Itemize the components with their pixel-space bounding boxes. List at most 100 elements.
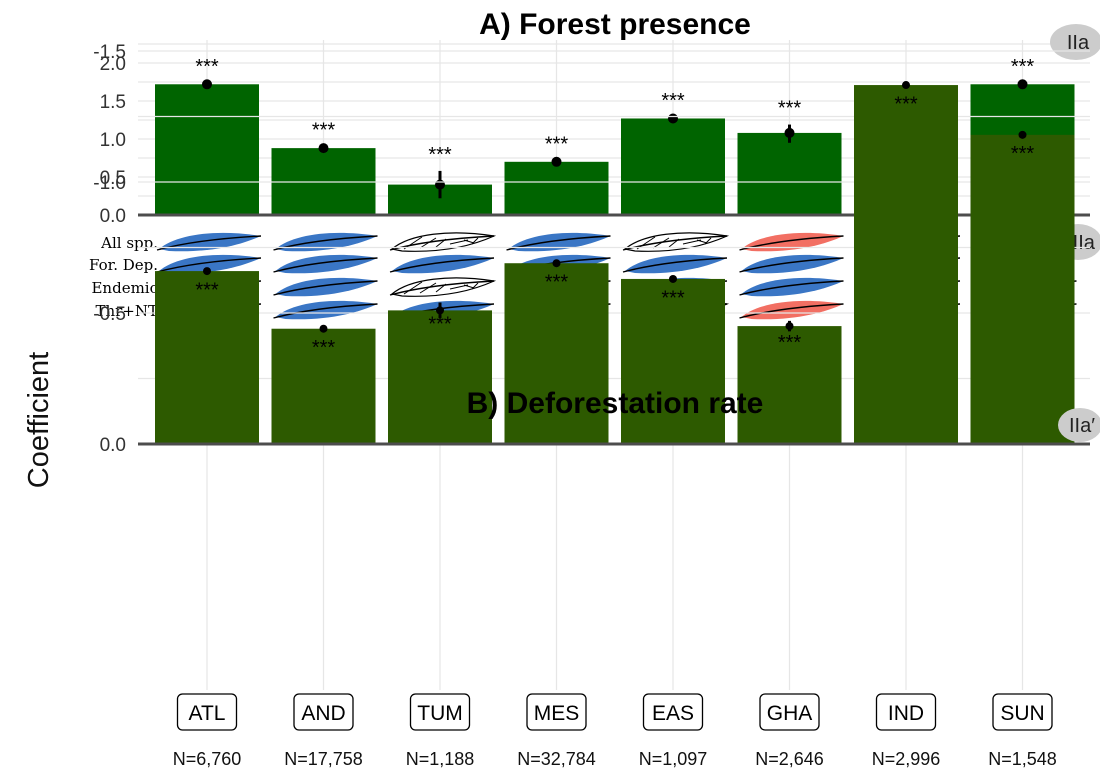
- significance-label: ***: [661, 90, 685, 112]
- sample-size-label: N=1,097: [639, 749, 708, 769]
- significance-label: ***: [778, 98, 802, 120]
- feather-shaft: [273, 280, 378, 296]
- significance-label: ***: [428, 144, 452, 166]
- region-label-text: GHA: [767, 702, 813, 725]
- feather-barbs: [403, 236, 479, 250]
- feather-vane: [159, 232, 261, 252]
- bar-gha: [737, 326, 842, 444]
- feather-icon: [273, 254, 378, 274]
- panel-b-title: B) Deforestation rate: [467, 387, 764, 420]
- bar-eas: [621, 118, 725, 215]
- region-label-text: TUM: [417, 702, 463, 725]
- feather-icon: [389, 232, 495, 252]
- feather-shaft: [156, 257, 262, 273]
- feather-icon: [622, 254, 728, 274]
- significance-label: ***: [778, 332, 802, 354]
- point-estimate: [1017, 79, 1028, 90]
- region-label-eas: EAS: [642, 693, 704, 731]
- feather-shaft: [739, 257, 844, 273]
- feather-vane: [275, 254, 378, 274]
- y-tick-label: 0.0: [100, 435, 126, 456]
- significance-label: ***: [1011, 143, 1035, 165]
- panel-b: 0.0-0.5-1.0-1.5 *** *** *** *** *** *** *** ***…: [93, 42, 1100, 690]
- feather-icon: [739, 232, 844, 252]
- bar-tum: [388, 310, 492, 444]
- feather-icon: [273, 277, 378, 297]
- panel-a-title: A) Forest presence: [479, 8, 751, 41]
- bar-ind: [854, 85, 958, 444]
- feather-row-labels: All spp. For. Dep. Endemic Thr+NT: [89, 234, 158, 320]
- feather-vane: [391, 277, 495, 297]
- panel-a-y-ticks: 0.0 0.5 1.0 1.5 2.0: [100, 54, 126, 227]
- feather-vane: [625, 254, 727, 274]
- feather-row-label: For. Dep.: [89, 256, 158, 274]
- point-estimate: [1018, 130, 1027, 139]
- significance-label: ***: [195, 56, 219, 78]
- feather-icon: [156, 232, 262, 252]
- bar-mes: [504, 263, 609, 444]
- point-estimate: [785, 322, 794, 331]
- feather-vane: [741, 277, 844, 297]
- region-label-tum: TUM: [409, 693, 471, 731]
- point-estimate: [435, 179, 445, 190]
- point-estimate: [902, 81, 910, 90]
- bar-and: [271, 328, 376, 444]
- sample-size-label: N=1,188: [406, 749, 475, 769]
- region-label-and: AND: [293, 693, 354, 731]
- region-label-box: [992, 693, 1053, 731]
- bar-mes: [504, 161, 609, 215]
- region-label-box: [642, 693, 704, 731]
- panel-b-badge-label: IIa′: [1069, 415, 1095, 437]
- y-tick-label: -1.0: [93, 173, 126, 194]
- region-label-ind: IND: [875, 693, 937, 731]
- panel-a-badge-label: IIa: [1067, 32, 1090, 54]
- significance-label: ***: [312, 337, 336, 359]
- point-estimate: [319, 324, 328, 333]
- region-label-text: EAS: [652, 702, 694, 725]
- significance-label: ***: [312, 120, 336, 142]
- sample-size-label: N=2,646: [755, 749, 824, 769]
- point-estimate: [436, 306, 444, 315]
- panel-a-badge: IIa: [1050, 24, 1100, 60]
- feather-vane: [275, 277, 378, 297]
- feather-icon: [156, 254, 262, 274]
- feather-shaft: [622, 257, 728, 273]
- feather-barbs: [403, 281, 479, 295]
- feather-icon: [739, 277, 844, 297]
- y-tick-label: 1.0: [100, 130, 126, 151]
- sample-size-label: N=32,784: [517, 749, 596, 769]
- sample-size-label: N=17,758: [284, 749, 363, 769]
- significance-label: ***: [1011, 56, 1035, 78]
- region-label-mes: MES: [526, 693, 587, 731]
- feather-icon: [389, 254, 495, 274]
- region-label-box: [409, 693, 471, 731]
- feather-icon: [622, 232, 728, 252]
- region-label-box: [875, 693, 937, 731]
- region-label-text: ATL: [189, 702, 226, 725]
- feather-shaft: [739, 303, 844, 319]
- y-tick-label: 1.5: [100, 92, 126, 113]
- y-tick-label: 0.0: [100, 206, 126, 227]
- feather-shaft: [273, 303, 378, 319]
- region-label-box: [293, 693, 354, 731]
- feather-icon: [273, 300, 378, 320]
- point-estimate: [784, 127, 795, 138]
- significance-label: ***: [428, 314, 452, 336]
- region-label-sun: SUN: [992, 693, 1053, 731]
- region-label-box: [176, 693, 238, 731]
- y-tick-label: 2.0: [100, 54, 126, 75]
- feather-barbs: [636, 236, 712, 250]
- significance-label: ***: [661, 287, 685, 309]
- feather-vane: [508, 232, 611, 252]
- region-label-text: AND: [301, 702, 345, 725]
- sample-size-labels: N=6,760 N=17,758 N=1,188 N=32,784 N=1,097 N=2…: [173, 749, 1057, 769]
- point-estimate: [551, 156, 562, 167]
- region-label-atl: ATL: [176, 693, 238, 731]
- feather-vane: [392, 254, 494, 274]
- panel-b-y-ticks: 0.0 -0.5 -1.0 -1.5: [93, 42, 126, 456]
- feather-icon: [506, 232, 611, 252]
- feather-icon: [739, 300, 844, 320]
- bar-atl: [155, 84, 259, 215]
- significance-label: ***: [195, 279, 219, 301]
